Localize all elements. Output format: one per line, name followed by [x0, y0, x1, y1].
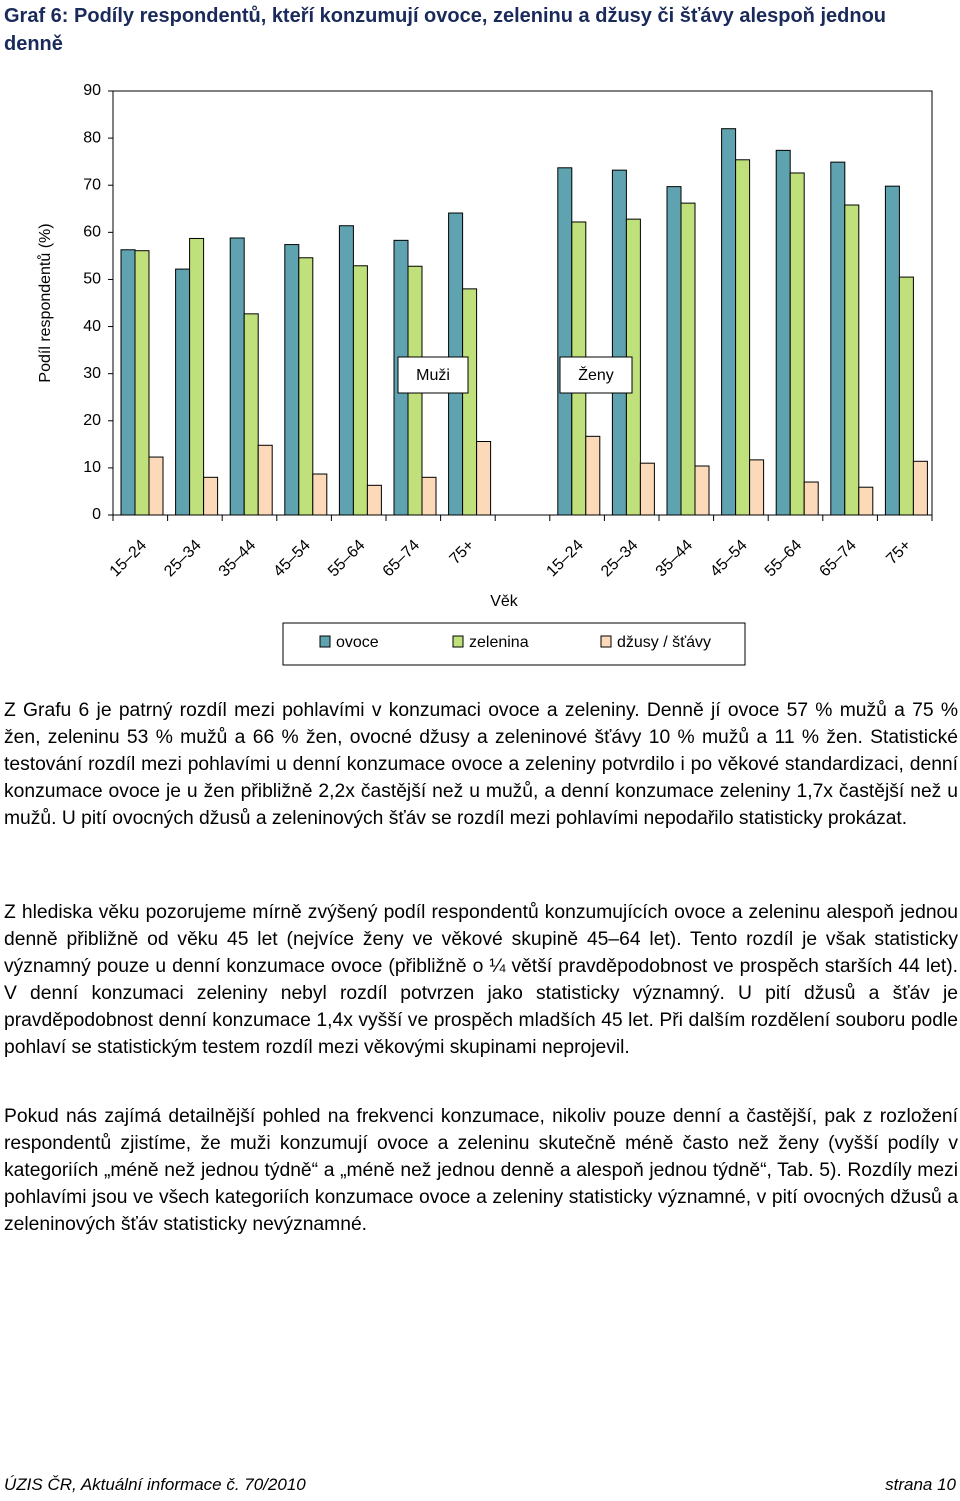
y-tick-label: 90 — [83, 82, 101, 99]
x-tick-label: 15–24 — [543, 537, 587, 581]
bar — [312, 473, 328, 516]
bar — [749, 459, 765, 516]
legend-box — [282, 622, 746, 666]
bar — [585, 435, 601, 516]
bar — [830, 161, 846, 516]
bar — [175, 268, 191, 516]
plot-area — [112, 90, 933, 516]
bar — [229, 237, 245, 516]
x-tick-label: 75+ — [883, 537, 914, 568]
bar — [912, 460, 928, 516]
x-tick-label: 35–44 — [216, 537, 260, 581]
y-tick-label: 70 — [83, 176, 101, 193]
x-tick-label: 35–44 — [653, 537, 697, 581]
x-tick-label: 45–54 — [707, 537, 751, 581]
legend-swatch — [319, 635, 331, 648]
annotation: Muži — [416, 367, 450, 384]
x-tick-label: 25–34 — [598, 537, 642, 581]
x-tick-label: 75+ — [446, 537, 477, 568]
legend-label: ovoce — [336, 634, 379, 651]
bar — [858, 486, 874, 516]
y-tick-label: 30 — [83, 365, 101, 382]
bar — [639, 462, 655, 516]
y-tick-label: 0 — [92, 506, 101, 523]
y-tick-label: 20 — [83, 412, 101, 429]
x-tick-label: 25–34 — [161, 537, 205, 581]
y-tick-label: 60 — [83, 224, 101, 241]
legend-label: zelenina — [469, 634, 529, 651]
bar — [120, 249, 136, 516]
legend-label: džusy / šťávy — [617, 634, 711, 651]
bar — [666, 186, 682, 516]
bar — [243, 313, 259, 516]
bar — [421, 476, 437, 516]
x-tick-label: 65–74 — [816, 537, 860, 581]
bar — [148, 456, 164, 516]
bar — [298, 257, 314, 516]
y-tick-label: 10 — [83, 459, 101, 476]
bar — [203, 476, 219, 516]
annotation: Ženy — [578, 365, 614, 384]
bar — [898, 276, 914, 516]
footer-right: strana 10 — [885, 1475, 956, 1494]
chart: 0 10 20 30 40 50 60 70 80 90 Podíl respondentů (%)… — [36, 82, 933, 666]
bar — [721, 128, 737, 516]
bar — [476, 441, 492, 516]
bar — [789, 172, 805, 516]
bar — [803, 481, 819, 516]
annotation-box — [397, 356, 469, 394]
bar — [884, 185, 900, 516]
x-axis-label: Věk — [490, 593, 519, 610]
x-tick-label: 65–74 — [380, 537, 424, 581]
x-tick-label: 55–64 — [325, 537, 369, 581]
x-tick-label: 45–54 — [270, 537, 314, 581]
bar — [694, 465, 710, 516]
x-tick-label: 55–64 — [762, 537, 806, 581]
y-tick-label: 40 — [83, 318, 101, 335]
footer-left: ÚZIS ČR, Aktuální informace č. 70/2010 — [4, 1475, 306, 1494]
x-tick-label: 15–24 — [107, 537, 151, 581]
legend-swatch — [452, 635, 464, 648]
bar — [775, 149, 791, 516]
y-tick-label: 50 — [83, 271, 101, 288]
bar — [338, 225, 354, 516]
legend-swatch — [600, 635, 612, 648]
paragraph: Z hlediska věku pozorujeme mírně zvýšený… — [4, 902, 958, 1058]
bar — [366, 484, 382, 516]
bar — [680, 202, 696, 516]
bar — [189, 237, 205, 516]
bar — [557, 167, 573, 516]
annotation-box — [559, 356, 633, 394]
paragraph: Z Grafu 6 je patrný rozdíl mezi pohlavím… — [4, 700, 958, 829]
y-axis-label: Podíl respondentů (%) — [36, 223, 54, 382]
bar — [284, 244, 300, 516]
bar — [257, 444, 273, 516]
y-tick-label: 80 — [83, 129, 101, 146]
bar — [352, 265, 368, 516]
bar — [611, 169, 627, 516]
paragraph: Pokud nás zajímá detailnější pohled na f… — [4, 1106, 958, 1235]
chart-title: Graf 6: Podíly respondentů, kteří konzum… — [4, 5, 887, 55]
bar — [844, 204, 860, 516]
bar — [735, 159, 751, 516]
bar — [134, 250, 150, 516]
bar — [462, 288, 478, 516]
